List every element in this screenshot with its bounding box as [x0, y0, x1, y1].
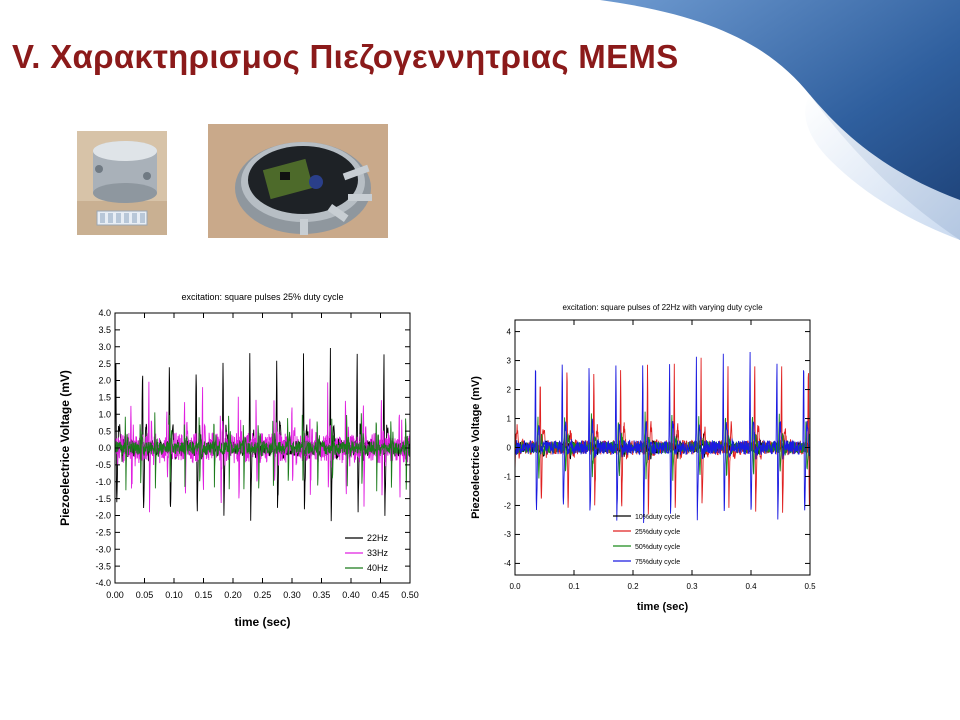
- y-tick-label: -3.0: [95, 544, 111, 554]
- x-tick-label: 0.2: [627, 582, 639, 591]
- y-tick-label: 0.0: [98, 443, 111, 453]
- x-tick-label: 0.25: [254, 590, 272, 600]
- y-tick-label: 0.5: [98, 426, 111, 436]
- y-tick-label: -3: [504, 530, 512, 539]
- y-tick-label: 0: [507, 443, 512, 452]
- y-tick-label: 2.5: [98, 359, 111, 369]
- x-tick-label: 0.5: [804, 582, 816, 591]
- y-tick-label: -2.0: [95, 511, 111, 521]
- series-line-4: [515, 351, 810, 524]
- legend-label: 25%duty cycle: [635, 529, 680, 536]
- y-tick-label: 4.0: [98, 308, 111, 318]
- x-tick-label: 0.3: [686, 582, 698, 591]
- y-axis-label: Piezoelectrice Voltage (mV): [470, 376, 482, 519]
- y-tick-label: -4: [504, 559, 512, 568]
- y-tick-label: 3: [507, 356, 512, 365]
- y-tick-label: 3.0: [98, 342, 111, 352]
- series-group: [515, 351, 810, 524]
- legend-label: 75%duty cycle: [635, 559, 680, 566]
- x-tick-label: 0.4: [745, 582, 757, 591]
- device-open-photo: [208, 124, 388, 238]
- y-tick-label: -1: [504, 472, 512, 481]
- x-tick-label: 0.15: [195, 590, 213, 600]
- y-axis-label: Piezoelectrice Voltage (mV): [58, 370, 72, 526]
- x-tick-label: 0.30: [283, 590, 301, 600]
- y-tick-label: 2.0: [98, 376, 111, 386]
- legend: 10%duty cycle 25%duty cycle 50%duty cycle 7…: [613, 514, 680, 566]
- x-tick-label: 0.1: [568, 582, 580, 591]
- y-tick-label: 1.0: [98, 409, 111, 419]
- x-tick-label: 0.50: [401, 590, 419, 600]
- y-tick-label: 1.5: [98, 393, 111, 403]
- y-tick-label: 4: [507, 327, 512, 336]
- x-tick-label: 0.05: [136, 590, 154, 600]
- y-tick-label: -2: [504, 501, 512, 510]
- y-tick-label: -3.5: [95, 561, 111, 571]
- legend-label: 22Hz: [367, 533, 389, 543]
- series-line-3: [115, 412, 410, 492]
- y-tick-label: 3.5: [98, 325, 111, 335]
- x-axis-label: time (sec): [637, 601, 689, 613]
- y-tick-label: -1.5: [95, 494, 111, 504]
- y-tick-label: -2.5: [95, 528, 111, 538]
- y-tick-label: 1: [507, 414, 512, 423]
- x-tick-label: 0.40: [342, 590, 360, 600]
- x-axis-label: time (sec): [234, 615, 290, 629]
- chart-title: excitation: square pulses 25% duty cycle: [181, 292, 343, 302]
- chart-title: excitation: square pulses of 22Hz with v…: [562, 303, 763, 312]
- series-line-2: [515, 357, 810, 515]
- x-tick-label: 0.0: [509, 582, 521, 591]
- y-tick-label: -1.0: [95, 477, 111, 487]
- x-tick-label: 0.20: [224, 590, 242, 600]
- x-tick-label: 0.00: [106, 590, 124, 600]
- y-tick-label: -0.5: [95, 460, 111, 470]
- page-curl-decoration: [600, 0, 960, 240]
- series-group: [115, 347, 410, 522]
- chart-duty-25: excitation: square pulses 25% duty cycle…: [58, 292, 419, 629]
- chart-varying-duty: excitation: square pulses of 22Hz with v…: [470, 303, 816, 613]
- legend-label: 10%duty cycle: [635, 514, 680, 521]
- legend-label: 40Hz: [367, 563, 389, 573]
- y-tick-label: -4.0: [95, 578, 111, 588]
- legend-label: 33Hz: [367, 548, 389, 558]
- y-tick-label: 2: [507, 385, 512, 394]
- x-tick-label: 0.10: [165, 590, 183, 600]
- legend: 22Hz 33Hz 40Hz: [345, 533, 389, 573]
- x-tick-label: 0.35: [313, 590, 331, 600]
- legend-label: 50%duty cycle: [635, 544, 680, 551]
- slide-title: V. Χαρακτηρισμος Πιεζογεννητριας MEMS: [12, 38, 679, 75]
- device-closed-photo: [77, 131, 167, 235]
- x-tick-label: 0.45: [372, 590, 390, 600]
